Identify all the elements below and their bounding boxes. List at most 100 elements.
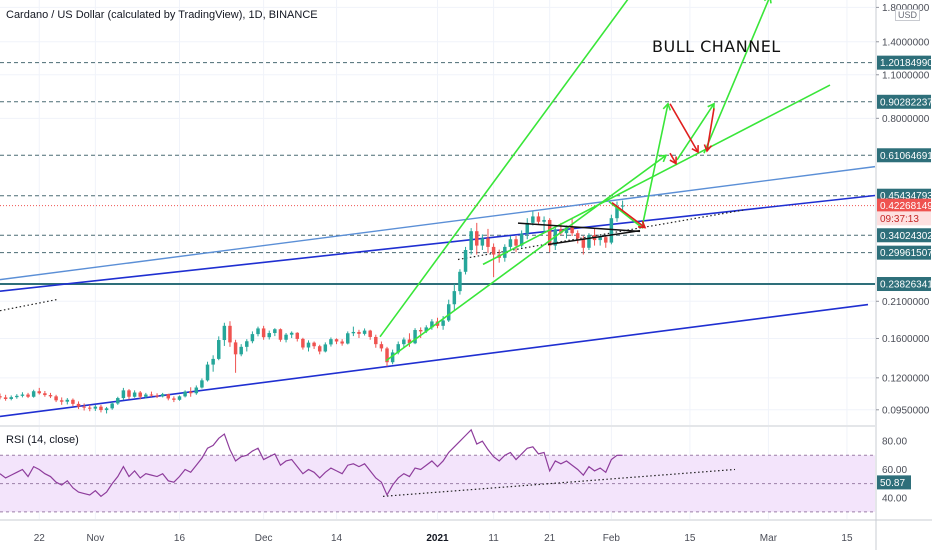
candle-body — [71, 399, 75, 404]
candle-body — [525, 222, 529, 234]
candle-body — [295, 332, 300, 339]
price-tag-label: 0.42268149 — [880, 201, 932, 212]
candle-body — [357, 331, 361, 334]
candle-body — [222, 325, 227, 341]
green-channel-top — [379, 0, 629, 338]
rsi-band — [0, 455, 875, 512]
rsi-tick-label: 40.00 — [882, 493, 907, 504]
candle-body — [132, 392, 137, 397]
price-tag-label: 0.90282237 — [880, 97, 932, 108]
price-tag — [877, 228, 931, 243]
rsi-tick-label: 80.00 — [882, 437, 907, 448]
channel-upper-line — [0, 194, 876, 293]
arrowhead — [637, 220, 647, 229]
candle-body — [217, 340, 221, 359]
candle-body — [323, 344, 328, 352]
candle-body — [598, 237, 602, 241]
candle-body — [575, 233, 580, 239]
candle-body — [76, 403, 81, 407]
candle-body — [93, 406, 98, 409]
time-tick-label: 16 — [174, 533, 186, 544]
candle-body — [250, 334, 255, 342]
price-tag-label: 0.23826341 — [880, 280, 932, 291]
price-tag — [877, 148, 931, 163]
candle-body — [446, 304, 451, 321]
candle-body — [284, 334, 288, 340]
candle-body — [20, 394, 25, 396]
rsi-value-tag — [877, 475, 911, 490]
candle-body — [278, 329, 283, 340]
candle-body — [519, 233, 524, 246]
candle-body — [407, 339, 412, 344]
arrowhead — [662, 102, 672, 111]
candle-body — [418, 330, 423, 332]
price-tick-label: 0.1200000 — [882, 373, 930, 384]
candle-body — [491, 246, 496, 255]
candle-body — [205, 364, 210, 381]
candle-body — [475, 231, 479, 246]
candle-body — [0, 396, 2, 398]
arrowhead — [658, 154, 668, 163]
candle-body — [452, 291, 457, 305]
candle-body — [379, 344, 384, 349]
candle-body — [88, 407, 92, 409]
candle-body — [15, 395, 19, 398]
time-tick-label: 15 — [684, 533, 696, 544]
candle-body — [564, 227, 569, 234]
rsi-value-label: 50.87 — [880, 478, 905, 489]
candle-body — [54, 396, 58, 401]
candle-body — [368, 330, 372, 337]
candle-body — [609, 218, 614, 243]
candle-body — [289, 332, 294, 335]
candle-body — [329, 339, 333, 345]
price-tag — [877, 198, 931, 213]
arrowhead — [691, 145, 699, 154]
time-tick-label: 22 — [34, 533, 46, 544]
candle-body — [26, 394, 30, 397]
candle-body — [104, 408, 109, 411]
candle-body — [233, 342, 238, 355]
chart-title: Cardano / US Dollar (calculated by Tradi… — [6, 9, 318, 21]
currency-badge[interactable]: USD — [894, 9, 920, 21]
candle-body — [469, 231, 473, 251]
candle-body — [256, 328, 260, 335]
candle-body — [211, 358, 215, 365]
candle-body — [508, 239, 513, 247]
candle-body — [396, 344, 400, 353]
candle-body — [424, 327, 429, 332]
rsi-dotted-trendline — [382, 468, 736, 497]
dotted-trendline — [0, 298, 59, 312]
candle-body — [183, 391, 187, 397]
candle-body — [155, 395, 159, 397]
red-arrow — [669, 152, 677, 164]
rsi-line — [0, 428, 623, 498]
candle-body — [615, 206, 619, 219]
candle-body — [430, 321, 434, 328]
green-support-line — [482, 84, 831, 266]
time-tick-label: 14 — [331, 533, 343, 544]
candle-body — [273, 329, 277, 334]
candle-body — [480, 238, 485, 246]
candle-body — [334, 339, 339, 342]
candle-body — [65, 399, 70, 402]
candle-body — [82, 406, 86, 408]
candle-body — [441, 320, 445, 326]
candle-body — [559, 229, 563, 234]
candle-body — [340, 341, 344, 344]
candle-body — [402, 339, 406, 345]
candle-body — [149, 394, 154, 396]
candle-body — [9, 397, 13, 399]
candle-body — [413, 330, 417, 344]
triangle-lower — [547, 229, 641, 246]
triangle-upper — [517, 222, 641, 233]
candle-body — [306, 342, 311, 348]
candle-body — [166, 394, 171, 399]
candle-body — [172, 398, 176, 400]
candle-body — [312, 342, 316, 347]
candle-body — [570, 227, 574, 234]
candle-body — [200, 380, 204, 388]
candle-body — [194, 387, 199, 394]
candle-body — [43, 393, 47, 396]
candle-body — [37, 391, 42, 394]
